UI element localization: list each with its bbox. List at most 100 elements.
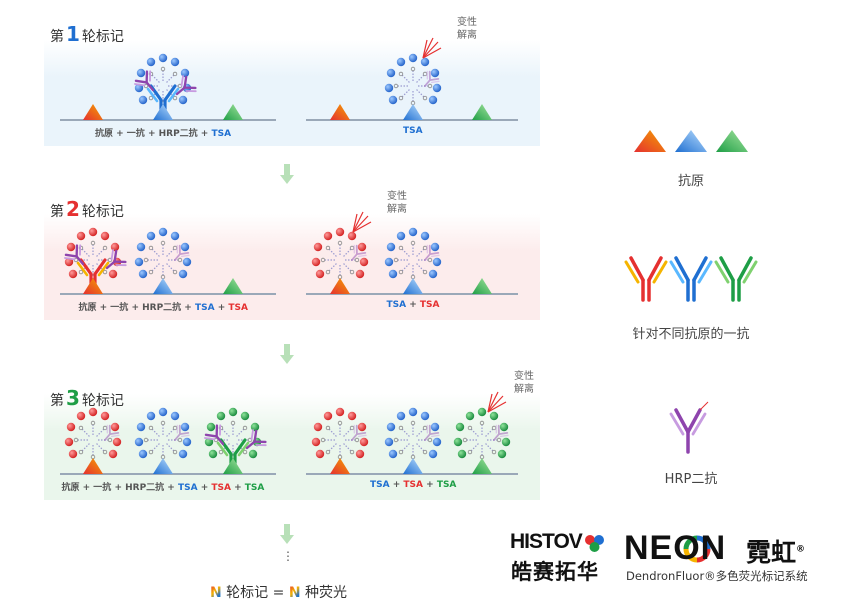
fluorophore-dot-icon [499,422,509,432]
fluorophore-dot-icon [489,411,499,421]
round-panel [44,214,540,320]
burst-ray [487,395,504,413]
antigen-icon [472,278,492,294]
caption-part: 抗原 + 一抗 + HRP二抗 + [95,129,212,139]
dendron-node [422,449,428,455]
dendron-node [398,95,404,101]
hrp-secondary-antibody-icon [174,244,190,261]
fluorophore-dot-icon [384,257,394,267]
fluorophore-dot-icon [386,242,396,252]
fluorophore-dot-icon [240,411,250,421]
dendron-node [148,245,154,251]
fluorophore-dot-icon [64,437,74,447]
dendron-node [102,269,108,275]
fluorophore-dot-icon [388,269,398,279]
hrp-light-chain [115,264,127,267]
fluorophore-dot-icon [136,68,146,78]
burst-ray [422,37,434,59]
ab-arm [719,256,735,282]
fluorophore-dot-icon [170,231,180,241]
dendron-node [349,245,355,251]
hrp-tag [699,401,709,411]
hrp-stem [424,253,431,261]
fluorophore-dot-icon [206,422,216,432]
dendron-node [143,437,149,443]
hrp-arm [356,251,367,256]
fluorophore-dot-icon [158,407,168,417]
dendron-node [242,449,248,455]
fluorophore-dot-icon [359,257,369,267]
hrp-arm [428,424,431,436]
caption-part: 抗原 + 一抗 + HRP二抗 + [61,483,178,493]
hrp-stem [175,86,186,96]
hrp-secondary-antibody-icon [134,70,155,92]
burst-ray [422,47,442,59]
hrp-secondary-antibody-icon [104,424,120,441]
burst-ray [352,215,369,233]
ab-arm [629,256,645,282]
fluorophore-dot-icon [386,422,396,432]
hrp-light-chain [430,434,440,438]
fluorophore-dot-icon [497,449,507,459]
dendron-node [143,257,149,263]
fluorophore-dot-icon [250,422,260,432]
hrp-light-chain [430,80,440,84]
hrp-arm [183,75,188,89]
tsa-dendron-icon [393,240,433,280]
denature-text: 解离 [514,384,534,395]
hrp-light-chain [180,75,184,87]
dendron-node [398,425,404,431]
fluorophore-dot-icon [228,407,238,417]
hrp-stem [493,433,500,441]
fluorophore-dot-icon [158,53,168,63]
fluorophore-dot-icon [64,257,74,267]
hrp-arm [134,79,148,84]
ab-arm [737,256,753,282]
dendron-node [107,437,113,443]
fluorophore-dot-icon [432,437,442,447]
legend-primary-antibody-icon [624,256,668,302]
antigen-icon [223,458,243,474]
hrp-arm [178,424,181,436]
ab-arm [692,256,708,282]
dendron-node [90,420,96,426]
dendron-node [398,269,404,275]
dendron-node [78,269,84,275]
dendron-node [102,425,108,431]
fluorophore-dot-icon [408,53,418,63]
fluorophore-dot-icon [408,407,418,417]
neon-o-ring-segment [696,548,711,563]
fluorophore-dot-icon [76,231,86,241]
burst-ray [422,41,439,59]
ab-light [652,260,668,284]
dendron-node [73,437,79,443]
dendron-node [160,66,166,72]
fluorophore-dot-icon [100,231,110,241]
fluorophore-dot-icon [357,242,367,252]
dendron-node [427,257,433,263]
caption-part: TSA [194,303,215,313]
round-panel [44,394,540,500]
hrp-secondary-antibody-icon [204,424,225,446]
antibody-light-chain [237,441,250,457]
caption-part: TSA [403,480,423,490]
fluorophore-dot-icon [178,269,188,279]
hrp-stem [245,440,256,450]
right-caption: TSA [403,126,423,136]
fluorophore-dot-icon [432,83,442,93]
tsa-dendron-icon [462,420,502,460]
fluorophore-dot-icon [384,83,394,93]
hrp-light [669,412,685,436]
hrp-stem [174,433,181,441]
burst-ray [422,39,428,59]
dendron-node [393,83,399,89]
fluorophore-dot-icon [110,242,120,252]
fluorophore-dot-icon [68,269,78,279]
fluorophore-dot-icon [453,437,463,447]
ab-light [624,260,640,284]
hrp-arm [109,431,120,436]
ab-light [669,260,685,284]
hrp-arm [429,77,440,82]
fluorophore-dot-icon [110,422,120,432]
arrow-down-icon [280,164,294,184]
